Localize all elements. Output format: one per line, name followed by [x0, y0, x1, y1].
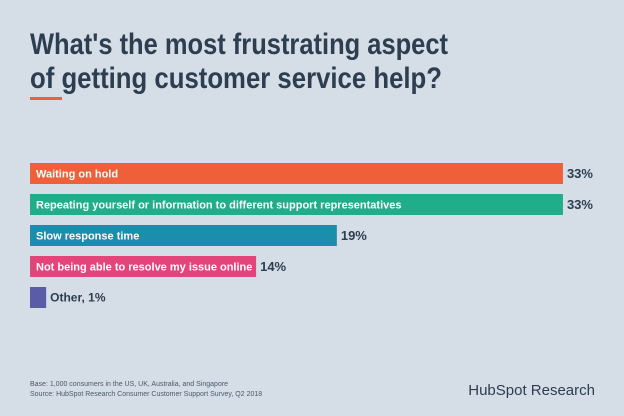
- bar-label: Slow response time: [36, 230, 139, 242]
- value-label: 14%: [260, 259, 286, 274]
- bar-label: Not being able to resolve my issue onlin…: [36, 261, 252, 273]
- bar-label: Other, 1%: [50, 291, 106, 305]
- chart-title: What's the most frustrating aspect: [30, 28, 448, 61]
- bar: [30, 163, 563, 184]
- value-label: 19%: [341, 228, 367, 243]
- bar: [30, 225, 337, 246]
- bar: [30, 194, 563, 215]
- value-label: 33%: [567, 166, 593, 181]
- brand: HubSpot Research: [468, 382, 595, 399]
- bar: [30, 256, 257, 277]
- bar-label: Waiting on hold: [36, 168, 118, 180]
- bar: [30, 287, 47, 308]
- title-underline: [30, 97, 62, 100]
- chart-title: of getting customer service help?: [30, 62, 442, 95]
- footnote: Source: HubSpot Research Consumer Custom…: [30, 391, 262, 398]
- footnote: Base: 1,000 consumers in the US, UK, Aus…: [30, 381, 228, 388]
- bar-label: Repeating yourself or information to dif…: [36, 199, 402, 211]
- value-label: 33%: [567, 197, 593, 212]
